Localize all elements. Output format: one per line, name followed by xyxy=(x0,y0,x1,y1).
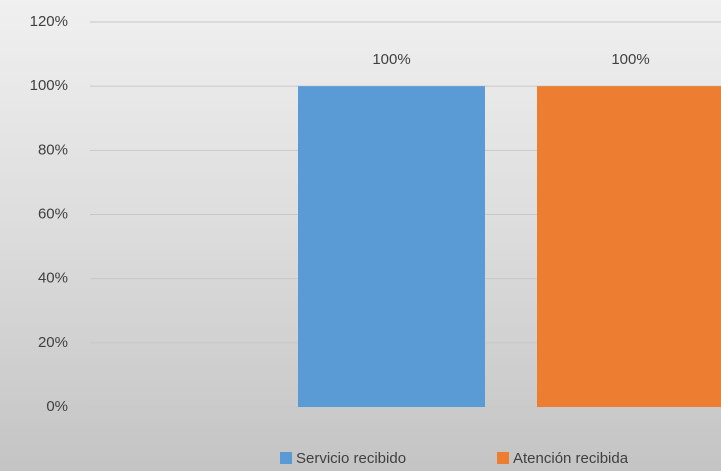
y-tick-label: 60% xyxy=(38,205,68,222)
bar xyxy=(298,86,485,408)
y-tick-label: 120% xyxy=(30,13,68,30)
legend-swatch xyxy=(497,452,509,464)
y-tick-label: 80% xyxy=(38,141,68,158)
data-label: 100% xyxy=(611,51,649,68)
y-tick-label: 0% xyxy=(46,398,68,415)
y-tick-label: 100% xyxy=(30,77,68,94)
legend-label: Atención recibida xyxy=(513,450,629,467)
legend-label: Servicio recibido xyxy=(296,450,406,467)
y-tick-label: 40% xyxy=(38,270,68,287)
bar xyxy=(537,86,721,408)
legend-swatch xyxy=(280,452,292,464)
y-tick-label: 20% xyxy=(38,334,68,351)
data-label: 100% xyxy=(372,51,410,68)
